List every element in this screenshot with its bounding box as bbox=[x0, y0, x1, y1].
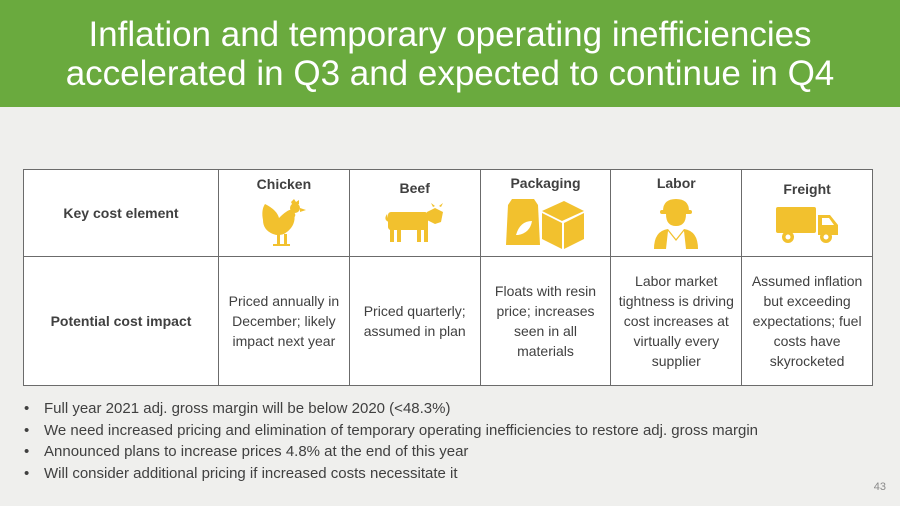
bullet-item: • We need increased pricing and eliminati… bbox=[24, 421, 758, 439]
column-packaging: Packaging bbox=[479, 169, 612, 257]
column-title-freight: Freight bbox=[783, 181, 831, 197]
bullet-item: • Announced plans to increase prices 4.8%… bbox=[24, 443, 469, 460]
bullet-item: • Will consider additional pricing if inc… bbox=[24, 464, 458, 482]
column-title-beef: Beef bbox=[399, 180, 430, 196]
bullet-list: • Full year 2021 adj. gross margin will b… bbox=[22, 398, 882, 484]
title-bar: Inflation and temporary operating ineffi… bbox=[0, 0, 900, 107]
chicken-icon bbox=[223, 198, 345, 250]
page-number: 43 bbox=[873, 481, 886, 493]
bullet-text: Will consider additional pricing if incr… bbox=[44, 464, 458, 482]
column-title-labor: Labor bbox=[656, 175, 696, 191]
impact-chicken: Priced annually in December; likely impa… bbox=[218, 256, 350, 386]
column-title-chicken: Chicken bbox=[256, 176, 312, 192]
bullet-text: Announced plans to increase prices 4.8% … bbox=[44, 443, 469, 460]
impact-beef: Priced quarterly; assumed in plan bbox=[348, 256, 481, 386]
cow-icon bbox=[354, 202, 476, 246]
slide-title-line-1: Inflation and temporary operating ineffi… bbox=[88, 14, 812, 54]
column-title-packaging: Packaging bbox=[510, 175, 581, 191]
column-beef: Beef bbox=[348, 169, 481, 257]
packaging-icon bbox=[485, 197, 607, 251]
truck-icon bbox=[746, 203, 868, 245]
potential-cost-impact-row: Potential cost impact Priced annually in… bbox=[23, 256, 873, 386]
row-label-potential-cost-impact: Potential cost impact bbox=[23, 256, 219, 386]
column-freight: Freight bbox=[741, 169, 873, 257]
column-chicken: Chicken bbox=[218, 169, 350, 257]
row-label-key-cost-element: Key cost element bbox=[23, 169, 219, 257]
worker-icon bbox=[615, 197, 737, 251]
column-labor: Labor bbox=[610, 169, 743, 257]
impact-freight: Assumed inflation but exceeding expectat… bbox=[741, 256, 873, 386]
impact-packaging: Floats with resin price; increases seen … bbox=[479, 256, 612, 386]
impact-labor: Labor market tightness is driving cost i… bbox=[610, 256, 743, 386]
bullet-item: • Full year 2021 adj. gross margin will b… bbox=[24, 400, 451, 417]
bullet-text: Full year 2021 adj. gross margin will be… bbox=[44, 400, 451, 417]
slide-title-line-2: accelerated in Q3 and expected to contin… bbox=[65, 53, 835, 93]
bullet-text: We need increased pricing and eliminatio… bbox=[44, 421, 758, 439]
key-cost-element-row: Key cost element Chicken bbox=[23, 169, 873, 257]
cost-table: Key cost element Chicken bbox=[23, 169, 873, 386]
